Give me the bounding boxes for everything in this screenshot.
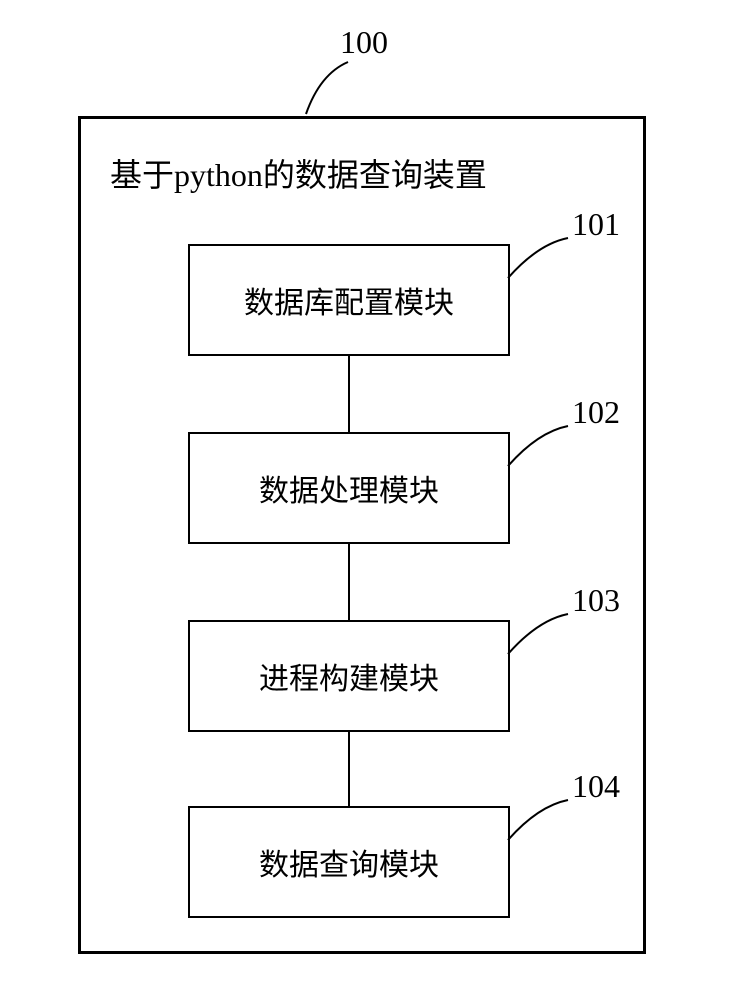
module-proc-build: 进程构建模块 [188, 620, 510, 732]
module-data-proc: 数据处理模块 [188, 432, 510, 544]
leader-outer [300, 56, 380, 118]
module-db-config-label: 数据库配置模块 [244, 278, 454, 322]
connector-1 [348, 356, 350, 432]
module-proc-build-ref: 103 [572, 582, 620, 619]
module-db-config-ref: 101 [572, 206, 620, 243]
module-data-query-ref: 104 [572, 768, 620, 805]
outer-title: 基于python的数据查询装置 [110, 150, 487, 196]
connector-3 [348, 732, 350, 806]
connector-2 [348, 544, 350, 620]
module-db-config: 数据库配置模块 [188, 244, 510, 356]
module-data-proc-ref: 102 [572, 394, 620, 431]
module-data-query-label: 数据查询模块 [259, 840, 439, 884]
module-proc-build-label: 进程构建模块 [259, 654, 439, 698]
module-data-query: 数据查询模块 [188, 806, 510, 918]
outer-ref-label: 100 [340, 24, 388, 61]
module-data-proc-label: 数据处理模块 [259, 466, 439, 510]
